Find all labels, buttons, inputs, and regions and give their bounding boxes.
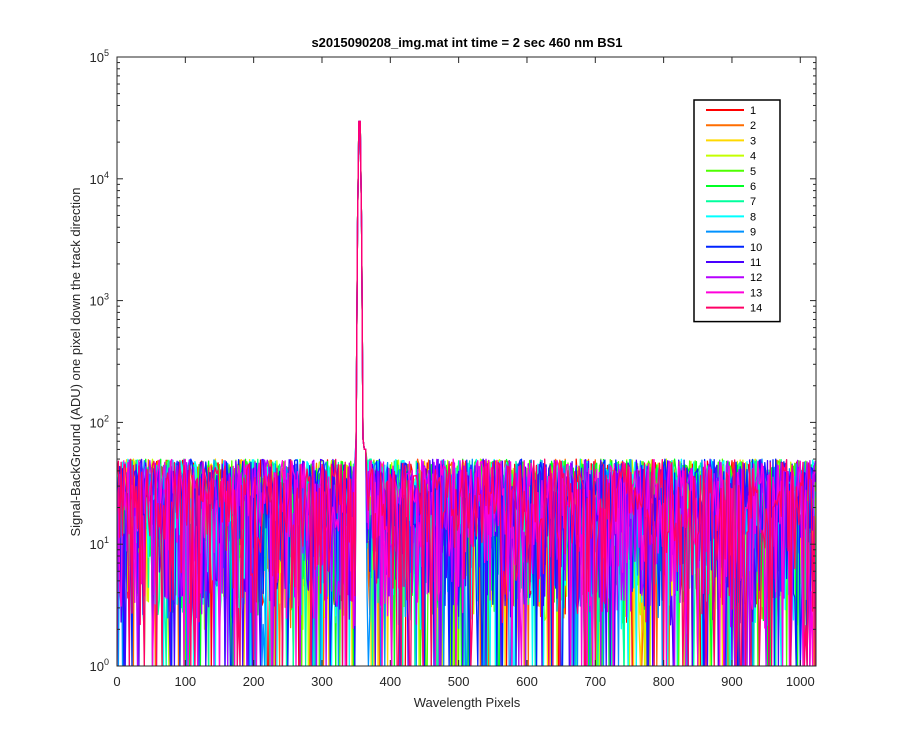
legend-label-2: 2 [750,120,756,132]
chart-title: s2015090208_img.mat int time = 2 sec 460… [311,35,622,50]
legend-label-3: 3 [750,135,756,147]
legend-label-9: 9 [750,227,756,239]
legend-box [693,99,781,323]
series-line-14 [117,120,816,666]
legend-label-7: 7 [750,196,756,208]
legend-label-6: 6 [750,181,756,193]
legend-label-13: 13 [750,287,762,299]
plot-area [117,120,816,666]
x-axis-label: Wavelength Pixels [414,695,521,710]
x-tick-label: 500 [448,674,470,689]
series-line-13 [117,120,816,666]
legend-label-5: 5 [750,166,756,178]
x-tick-label: 600 [516,674,538,689]
legend-label-12: 12 [750,272,762,284]
x-tick-label: 0 [113,674,120,689]
x-tick-label: 300 [311,674,333,689]
legend-label-11: 11 [750,257,761,269]
axes-box [116,56,817,667]
legend-label-10: 10 [750,242,762,254]
x-tick-label: 200 [243,674,265,689]
axes: 0 100 200 300 400 500 600 700 800 900 100010010110… [90,48,817,689]
legend-label-1: 1 [750,105,756,117]
x-tick-label: 1000 [786,674,815,689]
legend-label-14: 14 [750,303,762,315]
x-tick-label: 900 [721,674,743,689]
x-tick-label: 100 [174,674,196,689]
legend-label-4: 4 [750,151,756,163]
x-tick-label: 800 [653,674,675,689]
x-tick-label: 400 [379,674,401,689]
legend-label-8: 8 [750,211,756,223]
y-axis-label: Signal-BackGround (ADU) one pixel down t… [68,187,83,536]
x-tick-label: 700 [584,674,606,689]
